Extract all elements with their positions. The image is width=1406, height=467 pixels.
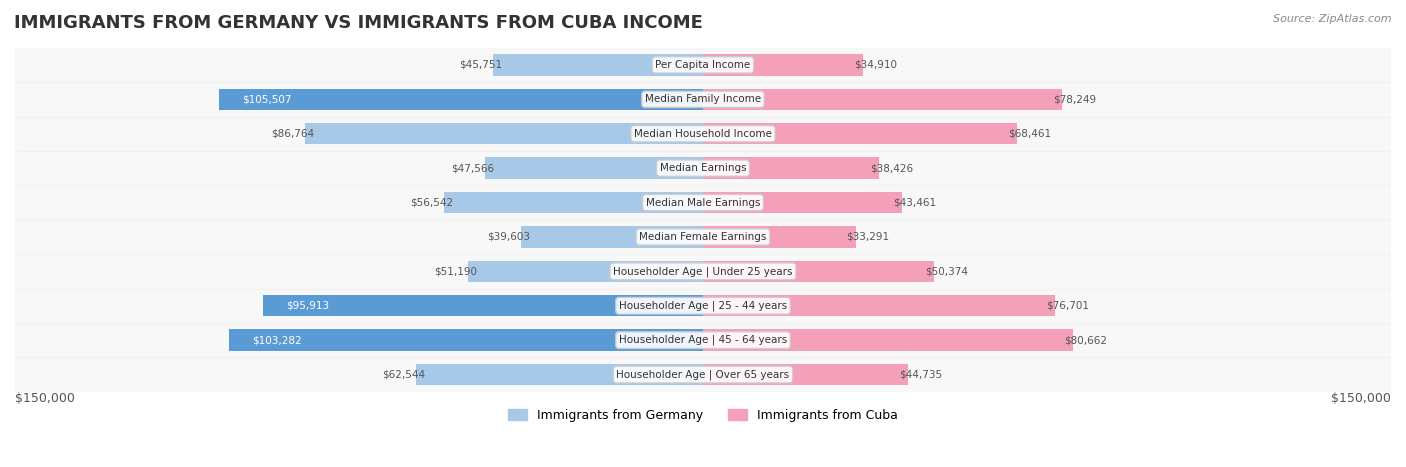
Text: $39,603: $39,603 <box>488 232 530 242</box>
Bar <box>485 157 703 179</box>
Text: $38,426: $38,426 <box>870 163 914 173</box>
Bar <box>15 48 1391 82</box>
Bar <box>703 295 1054 317</box>
Bar <box>15 357 1391 392</box>
Text: $78,249: $78,249 <box>1053 94 1095 104</box>
Bar <box>15 289 1391 323</box>
Text: Per Capita Income: Per Capita Income <box>655 60 751 70</box>
Text: $43,461: $43,461 <box>893 198 936 207</box>
Bar <box>703 157 879 179</box>
Text: Householder Age | 45 - 64 years: Householder Age | 45 - 64 years <box>619 335 787 346</box>
Text: $56,542: $56,542 <box>409 198 453 207</box>
Text: Median Male Earnings: Median Male Earnings <box>645 198 761 207</box>
Bar <box>703 54 863 76</box>
Text: Source: ZipAtlas.com: Source: ZipAtlas.com <box>1274 14 1392 24</box>
Bar <box>522 226 703 248</box>
Text: Householder Age | Under 25 years: Householder Age | Under 25 years <box>613 266 793 276</box>
Bar <box>305 123 703 144</box>
Text: Median Earnings: Median Earnings <box>659 163 747 173</box>
Text: $150,000: $150,000 <box>15 392 75 405</box>
Text: Householder Age | Over 65 years: Householder Age | Over 65 years <box>616 369 790 380</box>
Text: $45,751: $45,751 <box>460 60 502 70</box>
Text: $95,913: $95,913 <box>285 301 329 311</box>
Bar <box>494 54 703 76</box>
Bar <box>229 330 703 351</box>
Text: $80,662: $80,662 <box>1064 335 1107 345</box>
Bar <box>15 82 1391 116</box>
Text: Median Household Income: Median Household Income <box>634 129 772 139</box>
Text: $103,282: $103,282 <box>252 335 302 345</box>
Text: $62,544: $62,544 <box>382 369 425 380</box>
Text: $50,374: $50,374 <box>925 266 967 276</box>
Bar <box>444 192 703 213</box>
Text: Median Female Earnings: Median Female Earnings <box>640 232 766 242</box>
Bar <box>703 89 1062 110</box>
Bar <box>15 323 1391 357</box>
Bar <box>15 185 1391 219</box>
Text: $105,507: $105,507 <box>242 94 291 104</box>
Bar <box>15 219 1391 254</box>
Bar <box>703 364 908 385</box>
Bar <box>703 226 856 248</box>
Text: Median Family Income: Median Family Income <box>645 94 761 104</box>
Bar <box>416 364 703 385</box>
Bar <box>219 89 703 110</box>
Text: $34,910: $34,910 <box>853 60 897 70</box>
Text: $44,735: $44,735 <box>898 369 942 380</box>
Text: $76,701: $76,701 <box>1046 301 1088 311</box>
Text: IMMIGRANTS FROM GERMANY VS IMMIGRANTS FROM CUBA INCOME: IMMIGRANTS FROM GERMANY VS IMMIGRANTS FR… <box>14 14 703 32</box>
Text: $51,190: $51,190 <box>434 266 478 276</box>
Text: $68,461: $68,461 <box>1008 129 1050 139</box>
Bar <box>703 330 1073 351</box>
Bar <box>468 261 703 282</box>
Text: $33,291: $33,291 <box>846 232 890 242</box>
Bar <box>703 261 934 282</box>
Text: $150,000: $150,000 <box>1331 392 1391 405</box>
Bar <box>703 123 1017 144</box>
Text: $47,566: $47,566 <box>451 163 494 173</box>
Text: $86,764: $86,764 <box>271 129 314 139</box>
Text: Householder Age | 25 - 44 years: Householder Age | 25 - 44 years <box>619 300 787 311</box>
Bar <box>15 151 1391 185</box>
Bar <box>15 116 1391 151</box>
Legend: Immigrants from Germany, Immigrants from Cuba: Immigrants from Germany, Immigrants from… <box>503 404 903 427</box>
Bar <box>15 254 1391 289</box>
Bar <box>703 192 903 213</box>
Bar <box>263 295 703 317</box>
